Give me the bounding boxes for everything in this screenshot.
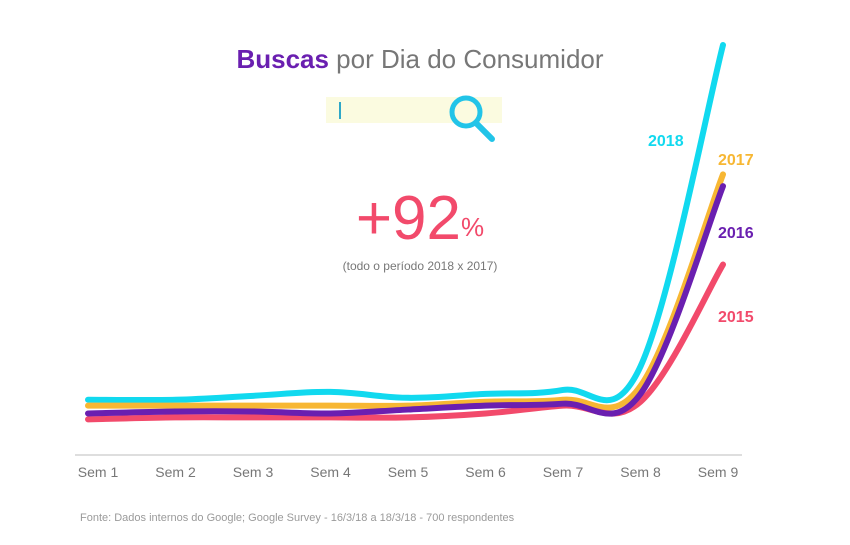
x-tick-label: Sem 4 <box>310 464 351 480</box>
series-label-2015: 2015 <box>718 309 754 326</box>
growth-caption: (todo o período 2018 x 2017) <box>342 259 498 273</box>
series-line-2015 <box>85 261 726 423</box>
series-line-2017 <box>85 171 726 411</box>
series-labels: 2018 2017 2016 2015 <box>648 133 754 326</box>
series-line-2018 <box>85 42 726 404</box>
growth-highlight: +92% <box>330 184 510 254</box>
source-note: Fonte: Dados internos do Google; Google … <box>80 512 515 524</box>
series-layer <box>85 42 726 423</box>
x-tick-labels: Sem 1 Sem 2 Sem 3 Sem 4 Sem 5 Sem 6 Sem 7 Sem 8… <box>78 464 739 480</box>
series-label-2017: 2017 <box>718 152 754 169</box>
text-cursor <box>339 102 341 119</box>
growth-unit: % <box>461 212 485 242</box>
x-tick-label: Sem 5 <box>388 464 429 480</box>
x-tick-label: Sem 8 <box>620 464 661 480</box>
title-rest: por Dia do Consumidor <box>328 44 604 74</box>
x-tick-label: Sem 3 <box>233 464 274 480</box>
x-tick-label: Sem 6 <box>465 464 506 480</box>
x-tick-label: Sem 7 <box>543 464 584 480</box>
x-tick-label: Sem 2 <box>155 464 196 480</box>
series-label-2018: 2018 <box>648 133 684 150</box>
chart-title: Buscas por Dia do Consumidor <box>0 44 840 75</box>
series-label-2016: 2016 <box>718 225 754 242</box>
x-tick-label: Sem 1 <box>78 464 119 480</box>
series-line-2016 <box>85 183 726 417</box>
growth-value: +92 <box>355 184 462 253</box>
title-accent: Buscas <box>236 44 329 74</box>
x-tick-label: Sem 9 <box>698 464 739 480</box>
search-icon <box>449 95 495 142</box>
